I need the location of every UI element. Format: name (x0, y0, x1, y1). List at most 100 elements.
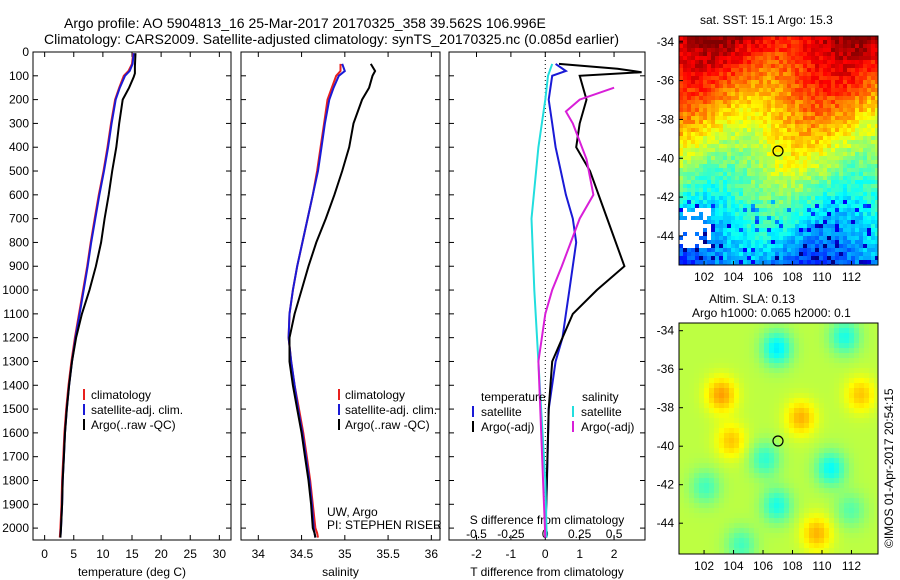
sst-cell (843, 152, 847, 156)
sst-cell (779, 172, 783, 176)
sst-cell (843, 92, 847, 96)
sst-cell (715, 104, 719, 108)
sla-cell (809, 533, 814, 538)
sla-cell (804, 423, 809, 428)
sst-cell (855, 188, 859, 192)
sla-cell (679, 353, 684, 358)
sst-cell (743, 204, 747, 208)
sla-cell (689, 493, 694, 498)
sst-cell (835, 224, 839, 228)
sst-cell (739, 156, 743, 160)
sst-cell (775, 132, 779, 136)
sla-cell (689, 333, 694, 338)
sst-cell (775, 180, 779, 184)
sla-cell (834, 548, 839, 553)
sla-cell (869, 343, 874, 348)
sla-cell (864, 393, 869, 398)
sst-cell (795, 232, 799, 236)
sst-cell (703, 128, 707, 132)
sst-cell (811, 76, 815, 80)
sla-cell (704, 438, 709, 443)
sla-cell (789, 408, 794, 413)
sst-cell (715, 188, 719, 192)
sst-cell (739, 204, 743, 208)
sla-cell (749, 543, 754, 548)
sla-cell (684, 428, 689, 433)
sst-cell (839, 92, 843, 96)
sla-cell (844, 328, 849, 333)
sst-cell (771, 240, 775, 244)
sla-cell (859, 323, 864, 328)
sst-cell (827, 256, 831, 260)
sst-cell (699, 196, 703, 200)
sst-cell (739, 60, 743, 64)
sla-cell (689, 453, 694, 458)
sst-cell (743, 200, 747, 204)
sla-cell (719, 463, 724, 468)
sla-cell (699, 418, 704, 423)
sst-cell (787, 208, 791, 212)
sst-cell (779, 104, 783, 108)
sla-cell (764, 443, 769, 448)
sst-cell (851, 248, 855, 252)
sst-cell (839, 172, 843, 176)
sst-cell (759, 192, 763, 196)
sst-cell (799, 136, 803, 140)
sst-cell (795, 152, 799, 156)
sla-cell (869, 423, 874, 428)
sst-cell (867, 76, 871, 80)
sst-cell (767, 252, 771, 256)
sst-cell (831, 36, 835, 40)
sla-cell (799, 433, 804, 438)
sla-cell (719, 528, 724, 533)
sst-cell (815, 84, 819, 88)
sst-cell (867, 104, 871, 108)
sst-cell (839, 108, 843, 112)
sst-cell (739, 248, 743, 252)
sla-cell (809, 513, 814, 518)
sst-cell (783, 236, 787, 240)
sst-cell (811, 156, 815, 160)
sst-cell (687, 148, 691, 152)
sst-cell (743, 208, 747, 212)
sst-cell (871, 44, 875, 48)
sla-cell (734, 373, 739, 378)
sst-cell (771, 232, 775, 236)
sst-cell (819, 116, 823, 120)
sla-cell (854, 523, 859, 528)
sst-cell (755, 36, 759, 40)
sla-cell (819, 538, 824, 543)
sla-cell (729, 423, 734, 428)
sla-cell (759, 338, 764, 343)
sst-cell (683, 100, 687, 104)
sst-cell (759, 212, 763, 216)
sst-cell (747, 88, 751, 92)
sst-cell (755, 244, 759, 248)
sst-cell (819, 220, 823, 224)
sst-cell (775, 196, 779, 200)
sst-cell (815, 260, 819, 264)
sst-cell (735, 64, 739, 68)
sst-cell (827, 260, 831, 264)
sst-cell (723, 68, 727, 72)
sla-cell (789, 493, 794, 498)
sst-cell (727, 56, 731, 60)
sst-cell (747, 104, 751, 108)
sst-cell (867, 64, 871, 68)
sla-cell (789, 343, 794, 348)
sla-cell (809, 503, 814, 508)
sla-cell (774, 433, 779, 438)
sst-cell (803, 236, 807, 240)
sla-cell (764, 353, 769, 358)
sst-cell (731, 132, 735, 136)
sst-cell (867, 56, 871, 60)
sla-cell (719, 503, 724, 508)
sst-cell (679, 236, 683, 240)
sla-cell (849, 378, 854, 383)
sla-cell (859, 338, 864, 343)
sst-cell (767, 128, 771, 132)
sst-cell (727, 104, 731, 108)
sla-cell (724, 538, 729, 543)
sla-cell (679, 453, 684, 458)
sst-cell (787, 60, 791, 64)
